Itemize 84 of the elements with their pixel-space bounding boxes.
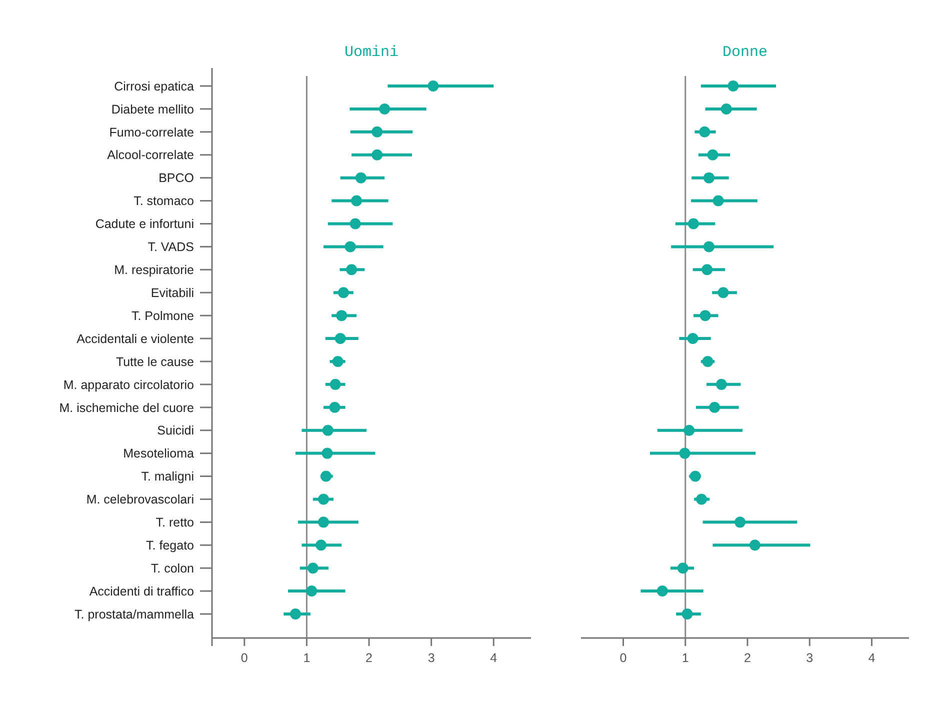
- y-tick-label: M. celebrovascolari: [86, 492, 194, 507]
- point: [336, 310, 348, 322]
- point: [702, 264, 713, 276]
- point: [688, 218, 699, 230]
- y-tick-label: M. respiratorie: [114, 263, 194, 278]
- y-tick-label: Cirrosi epatica: [114, 79, 194, 94]
- point: [318, 516, 330, 528]
- x-tick-label: 2: [366, 651, 373, 665]
- y-tick-label: T. prostata/mammella: [74, 607, 194, 622]
- point: [728, 80, 739, 92]
- point: [372, 126, 383, 138]
- point: [332, 356, 344, 367]
- point: [720, 103, 732, 114]
- point: [707, 149, 718, 160]
- point: [329, 402, 340, 413]
- point: [334, 333, 346, 344]
- point: [316, 540, 327, 551]
- x-tick-label: 1: [303, 651, 310, 665]
- y-tick-label: Alcool-correlate: [107, 148, 194, 162]
- point: [696, 494, 708, 505]
- chart-title: Donne: [722, 44, 768, 61]
- y-tick-label: M. apparato circolatorio: [63, 378, 194, 392]
- y-tick-label: Mesotelioma: [123, 446, 194, 461]
- point: [709, 402, 720, 413]
- y-tick-label: T. VADS: [148, 240, 194, 254]
- point: [682, 608, 693, 620]
- point: [320, 470, 332, 482]
- point: [372, 149, 383, 160]
- point: [699, 126, 710, 138]
- x-tick-label: 3: [428, 651, 435, 665]
- point: [703, 172, 714, 184]
- y-tick-label: Cadute e infortuni: [95, 217, 194, 232]
- point: [677, 562, 688, 574]
- point: [679, 448, 690, 459]
- point: [702, 356, 714, 367]
- point: [290, 608, 301, 620]
- point: [684, 424, 695, 436]
- y-tick-label: Diabete mellito: [111, 102, 194, 116]
- point: [734, 516, 746, 528]
- y-tick-label: Accidentali e violente: [76, 332, 194, 346]
- y-tick-label: Evitabili: [150, 286, 194, 300]
- x-tick-label: 4: [490, 651, 498, 665]
- point: [344, 241, 356, 252]
- y-tick-label: T. fegato: [146, 538, 194, 553]
- point: [656, 586, 668, 597]
- point: [322, 424, 334, 436]
- point: [307, 562, 318, 574]
- point: [306, 586, 318, 597]
- x-tick-label: 4: [868, 651, 876, 665]
- point: [355, 172, 366, 184]
- x-tick-label: 0: [620, 651, 627, 665]
- y-tick-label: T. stomaco: [134, 194, 194, 208]
- point: [318, 494, 330, 505]
- point: [716, 378, 727, 390]
- y-tick-label: Accidenti di traffico: [89, 584, 194, 598]
- point: [338, 287, 349, 298]
- y-tick-label: T. colon: [150, 561, 194, 576]
- y-tick-label: T. Polmone: [131, 308, 194, 323]
- chart-title: Uomini: [344, 44, 399, 61]
- point: [712, 195, 724, 206]
- x-tick-label: 1: [682, 651, 689, 665]
- point: [351, 195, 362, 206]
- point: [379, 103, 390, 114]
- point: [350, 218, 361, 230]
- point: [703, 241, 714, 252]
- y-tick-label: BPCO: [158, 171, 194, 186]
- y-tick-label: Tutte le cause: [116, 354, 194, 369]
- point: [330, 378, 341, 390]
- point: [718, 287, 729, 298]
- point: [700, 310, 711, 322]
- y-tick-label: Fumo-correlate: [109, 125, 194, 140]
- point: [322, 448, 333, 459]
- x-tick-label: 3: [806, 651, 814, 665]
- y-tick-label: T. retto: [156, 516, 194, 530]
- point: [687, 333, 698, 344]
- point: [346, 264, 358, 276]
- point: [749, 540, 760, 551]
- x-tick-label: 0: [240, 651, 248, 665]
- y-tick-label: T. maligni: [141, 470, 194, 484]
- point: [428, 80, 439, 92]
- point: [690, 470, 701, 482]
- x-tick-label: 2: [744, 651, 752, 665]
- y-tick-label: M. ischemiche del cuore: [59, 400, 194, 415]
- y-tick-label: Suicidi: [157, 424, 194, 438]
